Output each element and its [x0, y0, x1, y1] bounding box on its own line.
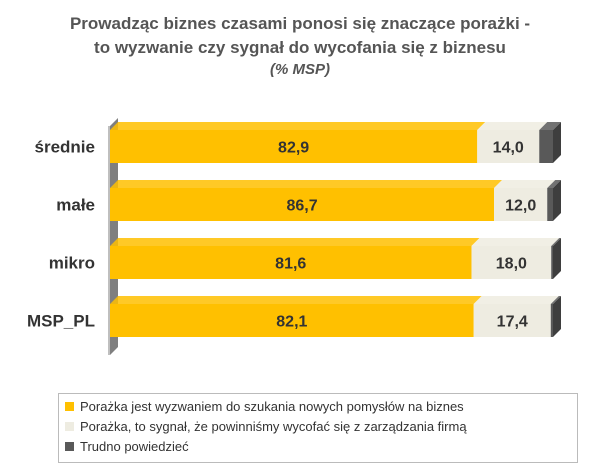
bar-top: [473, 296, 559, 304]
category-label: średnie: [35, 138, 95, 157]
data-label: 86,7: [286, 198, 317, 215]
data-label: 81,6: [275, 256, 306, 273]
bar-top: [471, 238, 560, 246]
chart-subtitle: (% MSP): [270, 61, 330, 78]
legend-swatch-withdraw: [65, 421, 74, 431]
bar: [551, 246, 553, 279]
data-label: 17,4: [497, 314, 528, 331]
legend-label-withdraw: Porażka, to sygnał, że powinniśmy wycofa…: [80, 418, 467, 434]
bar: [477, 130, 540, 163]
data-label: 82,9: [278, 140, 309, 157]
bar: [110, 304, 474, 337]
chart-wall-edge: [108, 126, 110, 355]
legend: Porażka jest wyzwaniem do szukania nowyc…: [58, 393, 578, 463]
category-label: MSP_PL: [27, 312, 95, 331]
category-label: mikro: [49, 254, 95, 273]
legend-item-dont-know: Trudno powiedzieć: [65, 436, 571, 456]
legend-label-dont-know: Trudno powiedzieć: [80, 438, 189, 454]
data-label: 18,0: [496, 256, 527, 273]
bar-top: [110, 238, 480, 246]
bar-side: [553, 296, 561, 337]
chart-wall: [110, 118, 118, 355]
legend-item-challenge: Porażka jest wyzwaniem do szukania nowyc…: [65, 396, 571, 416]
bar-top: [110, 296, 482, 304]
bar-top: [547, 180, 561, 188]
bar: [471, 246, 552, 279]
legend-swatch-challenge: [65, 401, 74, 411]
bar-side: [553, 238, 561, 279]
bar: [494, 188, 548, 221]
bar-top: [539, 122, 561, 130]
bar-side: [553, 122, 561, 163]
category-label: małe: [56, 196, 95, 215]
legend-label-challenge: Porażka jest wyzwaniem do szukania nowyc…: [80, 398, 464, 414]
bar-top: [551, 238, 561, 246]
bar: [110, 188, 495, 221]
bar-top: [477, 122, 548, 130]
bar: [547, 188, 553, 221]
bar-top: [550, 296, 561, 304]
chart-title-line-2: to wyzwanie czy sygnał do wycofania się …: [94, 38, 506, 57]
bar: [110, 130, 478, 163]
chart-title: Prowadząc biznes czasami ponosi się znac…: [0, 12, 600, 80]
bar-chart: średnie 82,9 14,0 małe 86,7 12,0 mikro 81,6 18,0…: [27, 118, 561, 355]
bar: [110, 246, 472, 279]
bar-top: [110, 180, 503, 188]
bar: [473, 304, 551, 337]
bar-side: [553, 180, 561, 221]
bar: [539, 130, 553, 163]
chart-title-line-1: Prowadząc biznes czasami ponosi się znac…: [69, 14, 531, 33]
legend-swatch-dont-know: [65, 441, 74, 451]
data-label: 82,1: [276, 314, 307, 331]
legend-item-withdraw: Porażka, to sygnał, że powinniśmy wycofa…: [65, 416, 571, 436]
bar-top: [494, 180, 556, 188]
data-label: 14,0: [493, 140, 524, 157]
bar-top: [110, 122, 486, 130]
data-label: 12,0: [505, 198, 536, 215]
bar: [550, 304, 553, 337]
